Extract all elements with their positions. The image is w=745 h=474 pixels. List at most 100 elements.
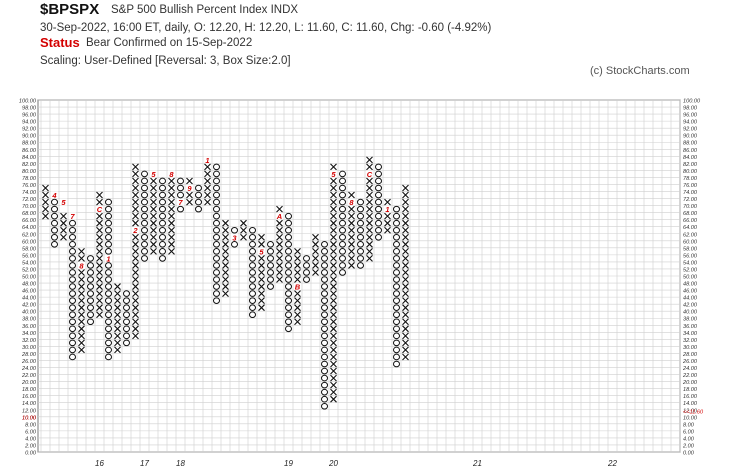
y-tick-label-left: 100.00 <box>19 99 37 105</box>
x-box <box>258 297 265 305</box>
x-box <box>96 304 103 312</box>
o-box <box>69 241 76 248</box>
o-box <box>213 163 220 171</box>
o-box <box>357 241 364 248</box>
x-box <box>330 163 337 171</box>
o-box <box>159 219 166 227</box>
x-box <box>330 332 337 340</box>
o-box <box>69 311 76 319</box>
y-tick-label-left: 72.00 <box>22 197 37 203</box>
x-box <box>402 262 409 269</box>
x-box <box>348 240 355 248</box>
y-tick-label-left: 84.00 <box>22 155 37 161</box>
o-box <box>141 205 148 213</box>
o-box <box>357 255 364 262</box>
o-box <box>321 388 328 396</box>
x-box <box>132 184 139 192</box>
o-box <box>195 205 202 213</box>
x-box <box>384 219 391 227</box>
o-box <box>321 318 328 326</box>
o-box <box>105 297 112 304</box>
o-box <box>159 248 166 255</box>
x-box <box>78 290 85 297</box>
month-mark-bg <box>60 198 67 206</box>
o-box <box>393 255 400 262</box>
x-box <box>258 255 265 262</box>
o-box <box>303 255 310 262</box>
o-box <box>267 269 274 276</box>
x-box <box>168 191 175 199</box>
o-box <box>213 255 220 262</box>
x-box <box>78 346 85 354</box>
y-tick-label-left: 98.00 <box>22 106 37 112</box>
o-box <box>213 269 220 276</box>
x-box <box>330 367 337 375</box>
y-tick-label-right: 6.00 <box>683 429 695 435</box>
y-tick-label-left: 66.00 <box>22 218 37 224</box>
o-box <box>213 276 220 283</box>
x-box <box>78 325 85 333</box>
y-tick-label-left: 30.00 <box>22 345 37 351</box>
x-box <box>330 297 337 305</box>
o-box <box>321 381 328 389</box>
y-tick-label-right: 64.00 <box>683 225 698 231</box>
o-box <box>339 219 346 227</box>
x-box <box>294 255 301 262</box>
o-box <box>51 241 58 248</box>
x-box <box>366 212 373 220</box>
x-box <box>348 226 355 234</box>
y-tick-label-right: 78.00 <box>683 176 698 182</box>
y-tick-label-right: 50.00 <box>683 275 698 281</box>
o-box <box>105 262 112 269</box>
x-box <box>96 255 103 262</box>
o-box <box>123 311 130 319</box>
x-box <box>150 177 157 185</box>
month-mark-bg <box>348 198 355 206</box>
o-box <box>285 290 292 297</box>
x-box <box>78 304 85 312</box>
o-box <box>213 184 220 192</box>
month-mark: 5 <box>331 170 336 179</box>
y-tick-label-left: 40.00 <box>22 310 37 316</box>
x-box <box>132 205 139 213</box>
x-box <box>132 219 139 227</box>
o-box <box>177 191 184 199</box>
o-box <box>141 255 148 262</box>
o-box <box>123 290 130 297</box>
o-box <box>393 339 400 347</box>
o-box <box>159 233 166 241</box>
o-box <box>213 297 220 304</box>
y-tick-label-right: 54.00 <box>683 260 698 266</box>
y-tick-label-left: 20.00 <box>21 380 37 386</box>
x-box <box>402 269 409 276</box>
y-tick-label-right: 86.00 <box>683 148 698 154</box>
o-box <box>285 283 292 290</box>
o-box <box>249 290 256 297</box>
o-box <box>249 241 256 248</box>
x-box <box>168 212 175 220</box>
o-box <box>285 233 292 241</box>
o-box <box>393 353 400 361</box>
x-box <box>330 381 337 389</box>
o-box <box>105 212 112 220</box>
o-box <box>375 226 382 234</box>
o-box <box>285 212 292 220</box>
x-box <box>366 156 373 164</box>
y-tick-label-right: 34.00 <box>683 331 698 337</box>
o-box <box>393 262 400 269</box>
x-box <box>330 388 337 396</box>
o-box <box>321 346 328 354</box>
o-box <box>339 226 346 234</box>
y-tick-label-left: 18.00 <box>22 387 37 393</box>
o-box <box>393 346 400 354</box>
x-box <box>330 226 337 234</box>
o-box <box>357 262 364 269</box>
status-label: Status <box>40 35 80 50</box>
x-box <box>276 247 283 255</box>
x-box <box>348 233 355 241</box>
x-box <box>366 198 373 206</box>
x-box <box>402 276 409 283</box>
o-box <box>105 353 112 361</box>
x-box <box>132 304 139 312</box>
y-tick-label-right: 84.00 <box>683 155 698 161</box>
